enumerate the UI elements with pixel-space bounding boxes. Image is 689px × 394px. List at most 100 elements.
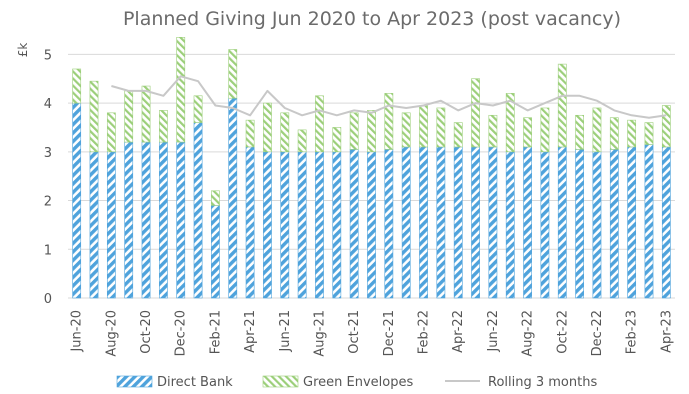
bar-green-envelopes-Dec-21 bbox=[384, 93, 394, 150]
x-tick-label: Dec-21 bbox=[382, 310, 397, 356]
bar-direct-bank-Nov-21 bbox=[367, 151, 376, 299]
bar-direct-bank-Nov-20 bbox=[159, 141, 168, 299]
bar-green-envelopes-Sep-22 bbox=[540, 107, 550, 153]
x-tick-label: Apr-22 bbox=[451, 310, 466, 353]
bar-direct-bank-Feb-22 bbox=[419, 146, 428, 299]
bar-direct-bank-Aug-20 bbox=[106, 151, 116, 299]
bar-direct-bank-Dec-21 bbox=[384, 149, 394, 299]
bar-green-envelopes-Aug-21 bbox=[315, 95, 324, 153]
x-tick-label: Oct-21 bbox=[347, 310, 362, 354]
bar-green-envelopes-Feb-23 bbox=[627, 119, 637, 148]
bar-green-envelopes-Nov-20 bbox=[159, 110, 168, 143]
bar-green-envelopes-Jun-22 bbox=[488, 114, 498, 148]
x-tick-label: Feb-23 bbox=[625, 310, 640, 354]
bar-direct-bank-Jul-21 bbox=[297, 151, 307, 299]
x-tick-label: Apr-23 bbox=[659, 310, 674, 353]
x-tick-label: Jun-21 bbox=[278, 310, 293, 353]
bar-direct-bank-Apr-22 bbox=[453, 146, 463, 299]
bar-direct-bank-Sep-21 bbox=[332, 151, 342, 299]
bar-direct-bank-Jan-22 bbox=[401, 146, 411, 299]
bar-green-envelopes-Aug-20 bbox=[106, 112, 116, 153]
bar-direct-bank-Mar-23 bbox=[644, 144, 654, 299]
legend-swatch-direct-bank bbox=[116, 375, 153, 388]
x-tick-label: Aug-20 bbox=[104, 310, 119, 357]
bar-direct-bank-Oct-21 bbox=[349, 149, 359, 299]
x-tick-label: Aug-21 bbox=[312, 310, 327, 357]
bar-direct-bank-Feb-23 bbox=[627, 146, 637, 299]
y-axis-ticks: 0 1 2 3 4 5 bbox=[44, 48, 52, 307]
y-tick-label: 1 bbox=[44, 243, 52, 258]
x-tick-label: Dec-20 bbox=[174, 310, 189, 356]
bar-direct-bank-Apr-23 bbox=[661, 146, 671, 299]
bar-green-envelopes-Nov-22 bbox=[575, 114, 584, 150]
y-axis-label: £k bbox=[16, 43, 30, 58]
bar-green-envelopes-Apr-22 bbox=[453, 122, 463, 148]
legend-label-direct-bank: Direct Bank bbox=[157, 375, 233, 390]
x-tick-label: Oct-22 bbox=[555, 310, 570, 354]
bar-green-envelopes-Jun-21 bbox=[280, 112, 290, 153]
bar-green-envelopes-Jul-20 bbox=[89, 80, 99, 153]
bar-direct-bank-Jan-21 bbox=[193, 122, 203, 299]
bar-green-envelopes-Mar-23 bbox=[644, 122, 654, 145]
x-tick-label: Apr-21 bbox=[243, 310, 258, 353]
bar-green-envelopes-Feb-21 bbox=[211, 190, 220, 206]
bar-green-envelopes-Sep-21 bbox=[332, 127, 342, 153]
y-tick-label: 5 bbox=[44, 48, 52, 63]
bar-green-envelopes-Jan-22 bbox=[401, 112, 411, 148]
bar-green-envelopes-Dec-20 bbox=[176, 37, 186, 143]
y-tick-label: 0 bbox=[44, 292, 52, 307]
bar-series bbox=[72, 37, 671, 299]
bar-direct-bank-May-21 bbox=[263, 151, 272, 299]
bar-green-envelopes-Jul-22 bbox=[505, 93, 515, 153]
bar-green-envelopes-Aug-22 bbox=[523, 117, 532, 148]
x-tick-label: Jun-22 bbox=[486, 310, 501, 353]
x-axis-ticks: Jun-20 Aug-20 Oct-20 Dec-20 Feb-21 Apr-21 Jun-… bbox=[70, 310, 675, 357]
bar-green-envelopes-May-22 bbox=[471, 78, 480, 148]
bar-green-envelopes-Jan-21 bbox=[193, 95, 203, 123]
bar-direct-bank-Dec-20 bbox=[176, 141, 186, 299]
x-tick-label: Aug-22 bbox=[521, 310, 536, 357]
x-tick-label: Feb-22 bbox=[417, 310, 432, 354]
rolling-3-months-line bbox=[111, 75, 667, 119]
bar-direct-bank-Nov-22 bbox=[575, 149, 584, 299]
bar-green-envelopes-May-21 bbox=[263, 102, 272, 153]
bar-green-envelopes-Oct-21 bbox=[349, 112, 359, 150]
legend-swatch-green-envelopes bbox=[262, 375, 299, 388]
bar-direct-bank-Jun-22 bbox=[488, 146, 498, 299]
bar-green-envelopes-Oct-20 bbox=[141, 85, 151, 143]
legend-label-green-envelopes: Green Envelopes bbox=[303, 375, 413, 390]
bar-green-envelopes-Sep-20 bbox=[124, 90, 134, 143]
bar-green-envelopes-Jan-23 bbox=[609, 117, 619, 150]
bar-direct-bank-Apr-21 bbox=[245, 146, 255, 299]
bar-green-envelopes-Apr-21 bbox=[245, 119, 255, 148]
y-tick-label: 3 bbox=[44, 146, 52, 161]
y-tick-label: 2 bbox=[44, 195, 52, 210]
x-tick-label: Dec-22 bbox=[590, 310, 605, 356]
bar-direct-bank-May-22 bbox=[471, 146, 480, 299]
bar-direct-bank-Sep-20 bbox=[124, 141, 134, 299]
bar-green-envelopes-Mar-22 bbox=[436, 107, 446, 148]
bar-direct-bank-Aug-22 bbox=[523, 146, 532, 299]
bar-green-envelopes-Apr-23 bbox=[661, 105, 671, 148]
bar-green-envelopes-Jun-20 bbox=[72, 68, 82, 104]
bar-direct-bank-Feb-21 bbox=[211, 205, 220, 299]
bar-green-envelopes-Jul-21 bbox=[297, 129, 307, 153]
bar-direct-bank-Oct-22 bbox=[557, 146, 567, 299]
bar-direct-bank-Oct-20 bbox=[141, 141, 151, 299]
bar-direct-bank-Jun-21 bbox=[280, 151, 290, 299]
x-tick-label: Feb-21 bbox=[208, 310, 223, 354]
bar-direct-bank-Aug-21 bbox=[315, 151, 324, 299]
bar-direct-bank-Mar-21 bbox=[228, 97, 238, 299]
bar-green-envelopes-Mar-21 bbox=[228, 49, 238, 99]
x-tick-label: Jun-20 bbox=[70, 310, 85, 353]
bar-direct-bank-Jul-22 bbox=[505, 151, 515, 299]
bar-green-envelopes-Dec-22 bbox=[592, 107, 602, 153]
bar-green-envelopes-Feb-22 bbox=[419, 105, 428, 148]
bar-green-envelopes-Oct-22 bbox=[557, 63, 567, 148]
bar-direct-bank-Sep-22 bbox=[540, 151, 550, 299]
rolling-line-series bbox=[111, 75, 667, 119]
bar-direct-bank-Dec-22 bbox=[592, 151, 602, 299]
chart-title: Planned Giving Jun 2020 to Apr 2023 (pos… bbox=[123, 8, 621, 30]
x-tick-label: Oct-20 bbox=[139, 310, 154, 354]
